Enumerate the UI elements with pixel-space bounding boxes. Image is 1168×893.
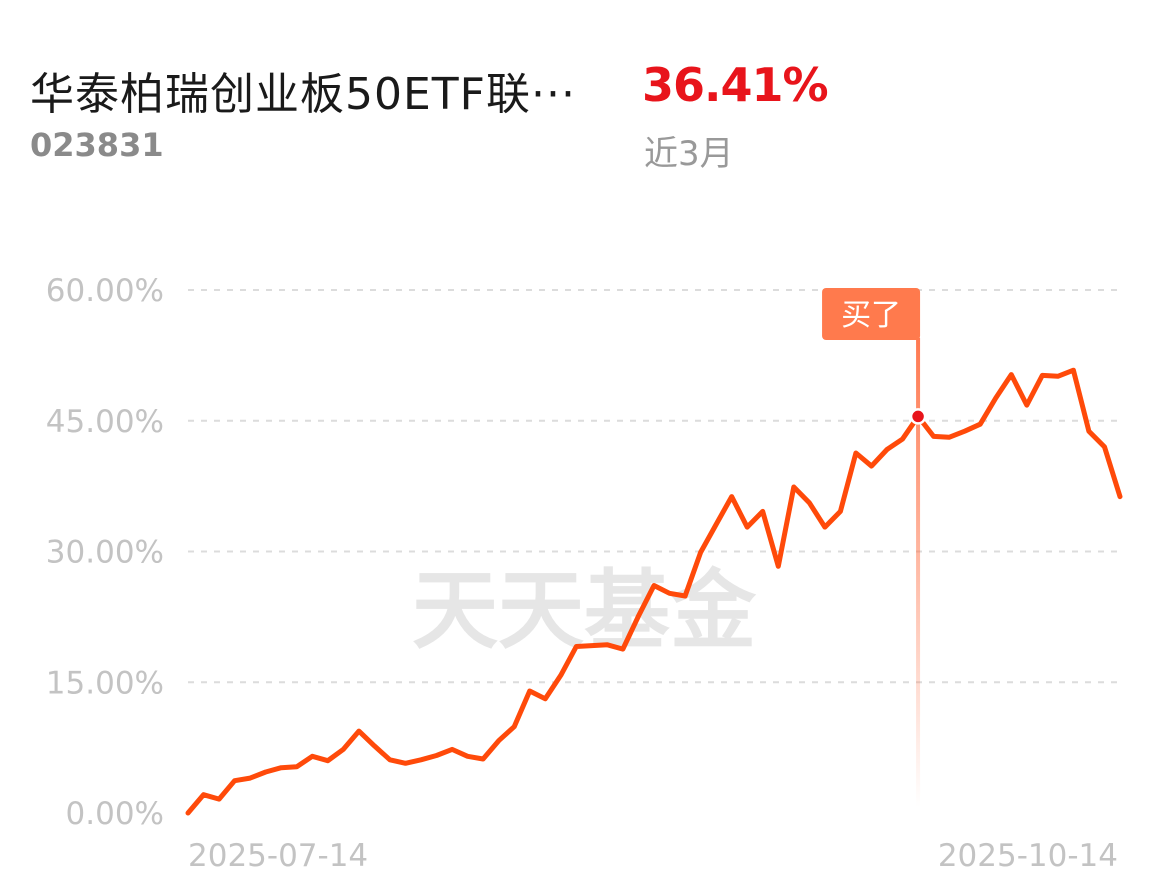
buy-marker-line: [916, 338, 921, 807]
fund-code: 023831: [30, 126, 164, 164]
x-tick-label: 2025-07-14: [188, 838, 368, 874]
buy-marker-label: 买了: [841, 298, 901, 333]
x-tick-label: 2025-10-14: [938, 838, 1118, 874]
y-tick-label: 30.00%: [46, 535, 164, 571]
buy-marker-point[interactable]: [909, 408, 927, 425]
series-line: [185, 367, 1123, 816]
y-tick-label: 15.00%: [46, 665, 164, 701]
buy-marker-flag[interactable]: [822, 288, 921, 340]
y-tick-label: 45.00%: [46, 404, 164, 440]
return-value: 36.41%: [642, 58, 829, 112]
period-label: 近3月: [644, 134, 734, 174]
fund-name: 华泰柏瑞创业板50ETF联···: [30, 69, 576, 120]
y-tick-label: 60.00%: [46, 273, 164, 309]
y-tick-label: 0.00%: [66, 796, 164, 832]
